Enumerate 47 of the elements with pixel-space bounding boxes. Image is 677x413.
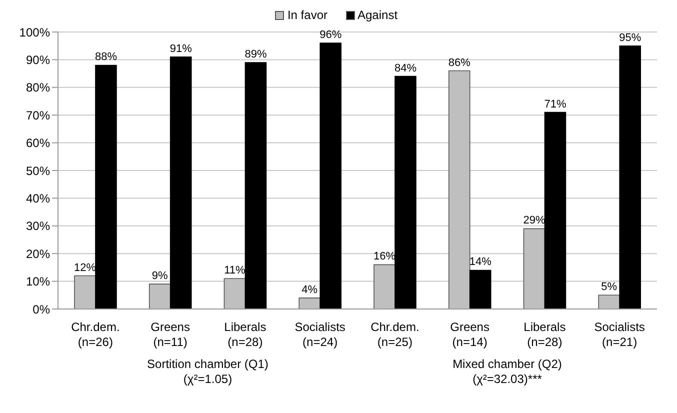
data-label: 4% (302, 284, 318, 296)
data-label: 95% (619, 32, 642, 44)
x-tick-label: Socialists (n=21) (594, 320, 645, 349)
x-tick-label: Liberals (n=28) (524, 320, 566, 349)
y-tick-label: 90% (26, 52, 50, 67)
data-label: 91% (170, 42, 192, 55)
x-tick-label: Socialists (n=24) (294, 320, 346, 349)
y-tick-label: 10% (26, 274, 50, 289)
bar (544, 112, 566, 309)
data-label: 71% (544, 98, 566, 110)
bar (394, 76, 416, 309)
data-label: 5% (601, 281, 618, 294)
bar (170, 56, 192, 309)
y-tick-label: 0% (32, 302, 50, 316)
data-label: 96% (320, 29, 342, 42)
data-label: 88% (94, 51, 118, 64)
y-tick-label: 30% (26, 219, 50, 234)
x-tick-label: Greens (n=11) (150, 320, 190, 349)
y-tick-label: 20% (26, 246, 50, 261)
y-tick-label: 80% (26, 80, 50, 95)
data-label: 84% (394, 62, 417, 74)
legend-label: Against (358, 8, 398, 22)
legend-label: In favor (287, 8, 328, 22)
bar (320, 42, 342, 309)
data-label: 86% (448, 56, 471, 69)
x-tick-label: Greens (n=14) (450, 320, 490, 349)
bar (619, 45, 641, 309)
y-tick-label: 60% (26, 136, 50, 150)
bar (598, 294, 620, 309)
x-tick-label: Chr.dem. (n=26) (71, 320, 120, 349)
data-label: 29% (523, 214, 546, 227)
bar (469, 270, 492, 309)
text: Sortition chamber (Q1) (χ²=1.05) (146, 357, 270, 387)
bar (244, 62, 267, 309)
y-tick-label: 100% (19, 25, 50, 40)
data-label: 14% (469, 256, 492, 268)
data-label: 89% (244, 48, 267, 60)
x-tick-label: Liberals (n=28) (224, 320, 266, 349)
bar (95, 64, 117, 309)
y-tick-label: 70% (26, 108, 50, 122)
data-label: 11% (224, 264, 246, 277)
y-tick-label: 50% (26, 164, 50, 178)
y-tick-label: 40% (26, 191, 50, 206)
data-label: 9% (152, 270, 168, 282)
text: Mixed chamber (Q2) (χ²=32.03)*** (452, 357, 563, 387)
x-tick-label: Chr.dem. (n=25) (370, 320, 420, 349)
bar (298, 298, 320, 309)
